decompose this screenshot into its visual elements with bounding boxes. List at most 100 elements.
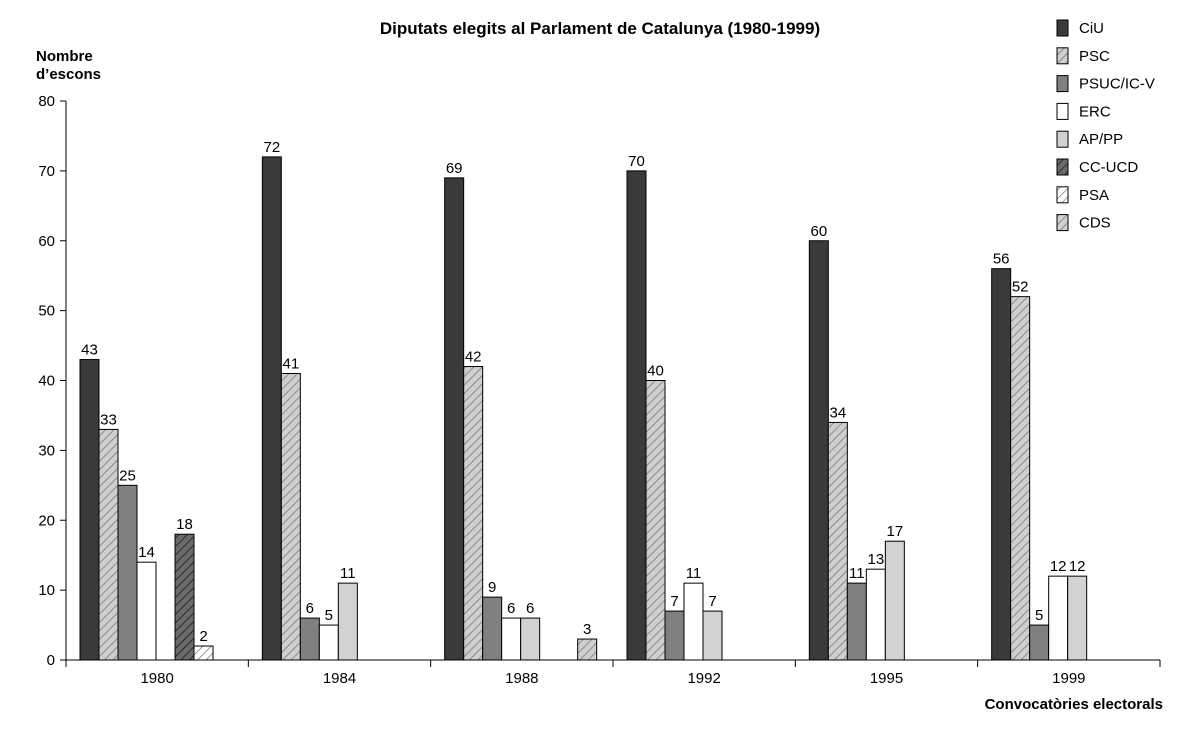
value-label: 5 <box>325 607 333 624</box>
x-tick-label: 1980 <box>140 670 173 687</box>
legend: CiU PSC PSUC/IC-V ERC AP/PP CC-UCD PSA CDS <box>1056 19 1155 232</box>
bar-ciu-1999 <box>991 268 1012 661</box>
value-label: 60 <box>810 223 827 240</box>
value-label: 56 <box>993 251 1010 268</box>
legend-label: AP/PP <box>1079 131 1123 148</box>
bar-psc-1992 <box>645 380 666 661</box>
value-label: 2 <box>199 628 207 645</box>
legend-swatch <box>1056 186 1069 204</box>
value-label: 33 <box>100 411 117 428</box>
legend-swatch <box>1056 130 1069 148</box>
value-label: 18 <box>176 516 193 533</box>
value-label: 42 <box>465 349 482 366</box>
bar-ap-pp-1988 <box>520 617 541 661</box>
bar-ciu-1992 <box>626 170 647 661</box>
value-label: 69 <box>446 160 463 177</box>
value-label: 13 <box>867 551 884 568</box>
x-tick-label: 1995 <box>870 670 903 687</box>
value-label: 52 <box>1012 279 1029 296</box>
bar-ciu-1980 <box>79 359 100 661</box>
legend-label: PSC <box>1079 48 1110 65</box>
y-tick-label: 40 <box>38 373 55 390</box>
value-label: 14 <box>138 544 155 561</box>
bar-erc-1984 <box>318 624 339 661</box>
y-tick-label: 70 <box>38 163 55 180</box>
y-tick-label: 80 <box>38 93 55 110</box>
value-label: 34 <box>829 404 846 421</box>
bar-psc-1980 <box>98 428 119 661</box>
x-tick-label: 1992 <box>687 670 720 687</box>
value-label: 40 <box>647 363 664 380</box>
bar-series-group <box>79 156 1088 661</box>
value-label: 5 <box>1035 607 1043 624</box>
legend-label: PSA <box>1079 187 1109 204</box>
legend-label: CDS <box>1079 215 1111 232</box>
value-label: 12 <box>1050 558 1067 575</box>
bar-erc-1988 <box>501 617 522 661</box>
y-tick-label: 50 <box>38 303 55 320</box>
x-tick-label: 1984 <box>323 670 356 687</box>
bar-psuc-ic-v-1980 <box>117 484 138 661</box>
bar-cc-ucd-1980 <box>174 533 195 661</box>
legend-label: CC-UCD <box>1079 159 1138 176</box>
bar-ciu-1995 <box>808 240 829 661</box>
legend-swatch <box>1056 214 1069 232</box>
value-label: 12 <box>1069 558 1086 575</box>
x-tick-label: 1999 <box>1052 670 1085 687</box>
value-label: 6 <box>526 600 534 617</box>
bar-ap-pp-1984 <box>337 582 358 661</box>
bar-erc-1999 <box>1048 575 1069 661</box>
legend-swatch <box>1056 47 1069 65</box>
value-label: 11 <box>686 565 702 582</box>
bar-psuc-ic-v-1988 <box>482 596 503 661</box>
value-label: 25 <box>119 467 136 484</box>
bar-psc-1995 <box>827 421 848 661</box>
bar-psa-1980 <box>193 645 214 661</box>
value-label: 7 <box>670 593 678 610</box>
y-tick-label: 0 <box>47 652 55 669</box>
y-tick-label: 30 <box>38 442 55 459</box>
legend-label: PSUC/IC-V <box>1079 76 1155 93</box>
value-label: 6 <box>306 600 314 617</box>
value-label: 9 <box>488 579 496 596</box>
bar-psc-1988 <box>463 366 484 661</box>
y-tick-label: 20 <box>38 512 55 529</box>
bar-ciu-1988 <box>444 177 465 661</box>
bar-ap-pp-1992 <box>702 610 723 661</box>
x-axis: 1980 1984 1988 1992 1995 1999 <box>65 659 1161 687</box>
bar-erc-1992 <box>683 582 704 661</box>
bar-psuc-ic-v-1984 <box>299 617 320 661</box>
bar-psc-1999 <box>1010 296 1031 661</box>
x-axis-title: Convocatòries electorals <box>985 696 1163 713</box>
legend-label: ERC <box>1079 103 1111 120</box>
value-label: 43 <box>81 342 98 359</box>
legend-swatch <box>1056 19 1069 37</box>
y-tick-label: 10 <box>38 582 55 599</box>
legend-swatch <box>1056 158 1069 176</box>
legend-swatch <box>1056 102 1069 120</box>
y-axis-title-line2: d’escons <box>36 66 101 83</box>
value-label: 3 <box>583 621 591 638</box>
bar-cds-1988 <box>577 638 598 661</box>
y-axis-title-line1: Nombre <box>36 48 93 65</box>
chart-title: Diputats elegits al Parlament de Catalun… <box>380 19 820 38</box>
value-label: 17 <box>886 523 903 540</box>
legend-swatch <box>1056 75 1069 93</box>
bar-psuc-ic-v-1992 <box>664 610 685 661</box>
bar-psuc-ic-v-1999 <box>1029 624 1050 661</box>
bar-ap-pp-1995 <box>884 540 905 661</box>
bar-ap-pp-1999 <box>1067 575 1088 661</box>
value-label: 41 <box>282 356 299 373</box>
y-tick-label: 60 <box>38 233 55 250</box>
x-tick-label: 1988 <box>505 670 538 687</box>
bar-erc-1995 <box>865 568 886 661</box>
value-label: 7 <box>708 593 716 610</box>
bar-psc-1984 <box>280 373 301 661</box>
bar-erc-1980 <box>136 561 157 661</box>
value-label: 72 <box>263 139 280 156</box>
bar-ciu-1984 <box>261 156 282 661</box>
legend-label: CiU <box>1079 20 1104 37</box>
y-axis: 0 10 20 30 40 50 60 70 80 <box>38 93 67 669</box>
